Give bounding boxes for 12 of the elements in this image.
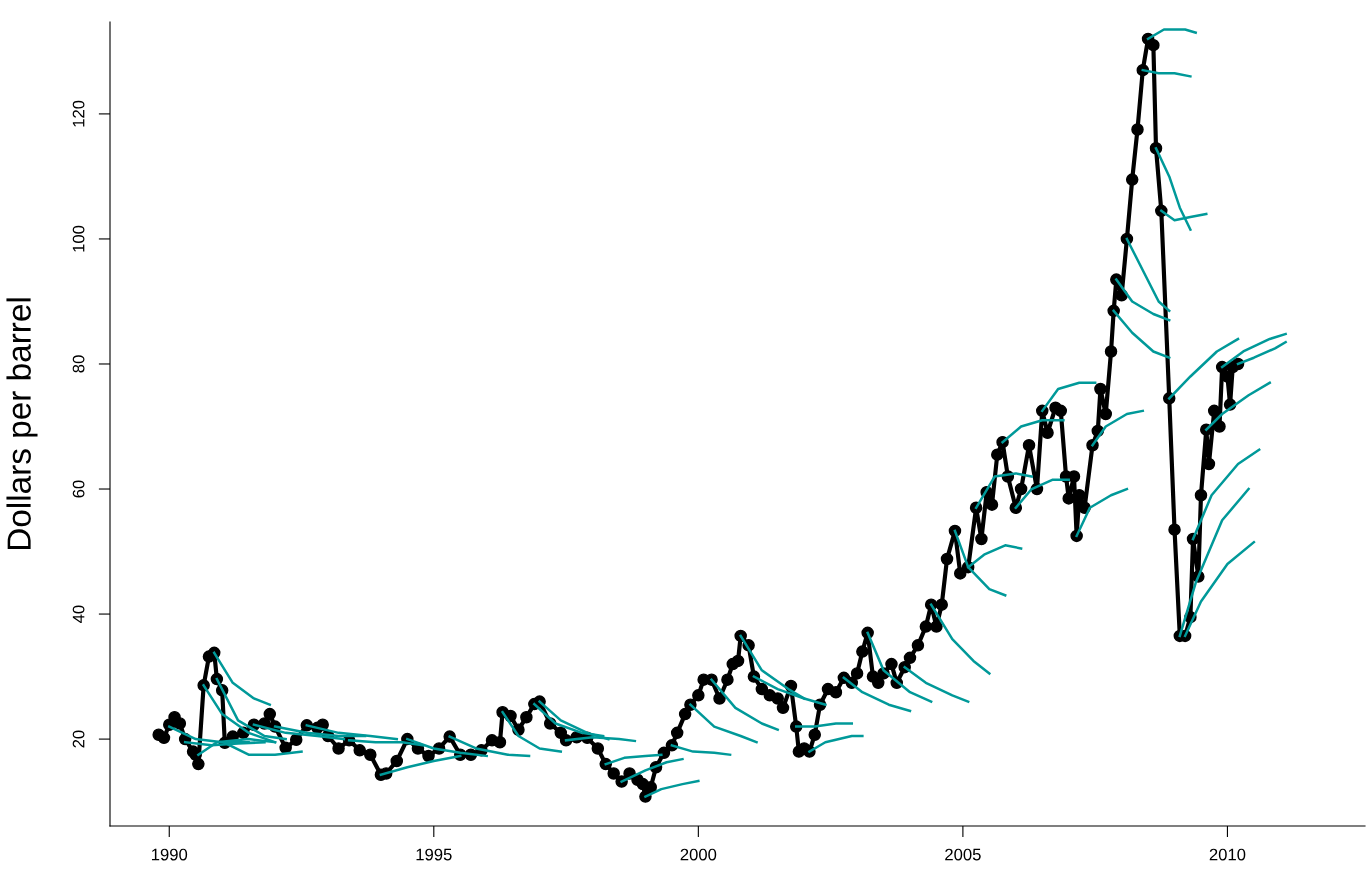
y-tick-label: 80 — [72, 355, 85, 373]
x-tick-label: 1990 — [151, 848, 188, 861]
y-axis-title: Dollars per barrel — [6, 298, 38, 550]
y-tick-label: 40 — [72, 605, 85, 623]
y-tick-label: 100 — [72, 225, 85, 252]
y-tick-label: 60 — [72, 480, 85, 498]
y-tick-label: 120 — [72, 100, 85, 127]
x-tick-label: 1995 — [416, 848, 452, 861]
x-tick-label: 2010 — [1209, 848, 1246, 861]
x-tick-label: 2000 — [680, 848, 717, 861]
x-tick-label: 2005 — [945, 848, 981, 861]
y-tick-label: 20 — [72, 730, 85, 748]
